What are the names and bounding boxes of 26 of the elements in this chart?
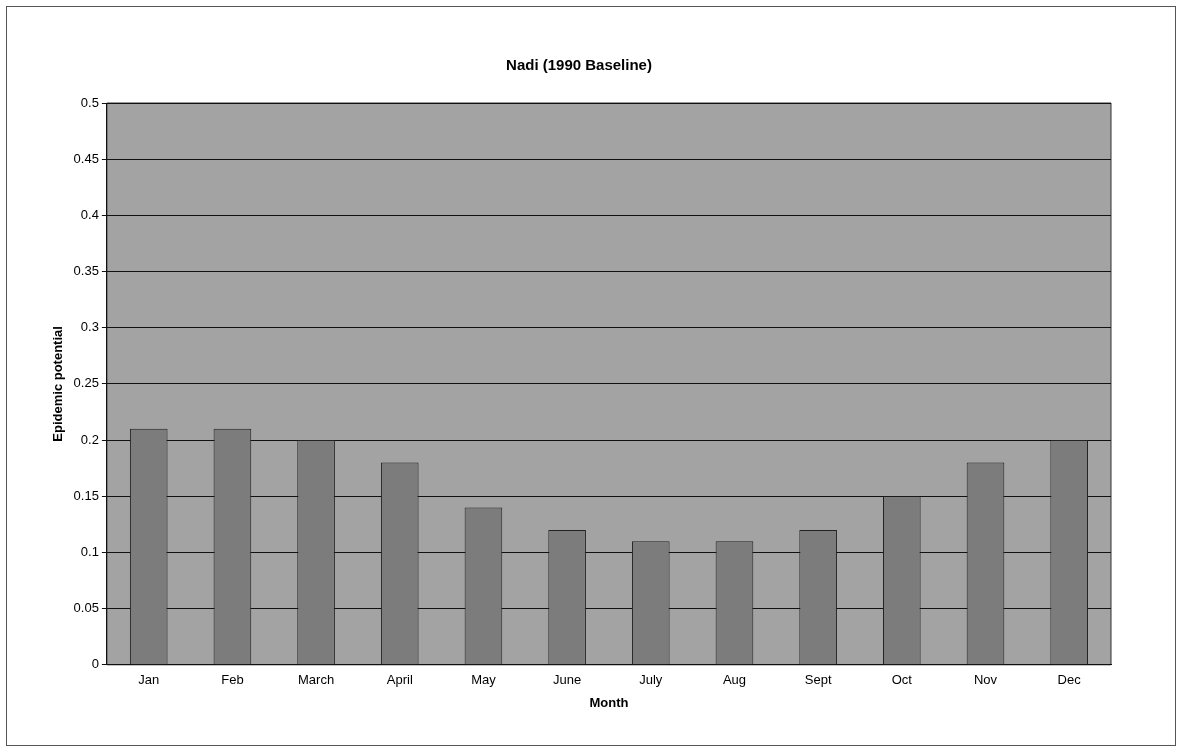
y-tick-label: 0.1 xyxy=(80,544,99,560)
y-tick-label: 0.35 xyxy=(73,263,99,279)
x-tick-label: May xyxy=(471,672,497,688)
x-tick-label: Nov xyxy=(973,672,998,688)
x-tick-label: Dec xyxy=(1057,672,1082,688)
x-tick-label: Jan xyxy=(138,672,160,688)
x-tick-label: April xyxy=(386,672,413,688)
x-axis-title: Month xyxy=(589,694,629,710)
y-tick-label: 0.4 xyxy=(80,206,99,222)
y-axis-title: Epidemic potential xyxy=(50,326,66,442)
x-tick-label: Feb xyxy=(221,672,244,688)
x-tick-label: July xyxy=(639,672,663,688)
y-tick-label: 0.45 xyxy=(73,150,99,166)
chart-title: Nadi (1990 Baseline) xyxy=(506,56,652,74)
y-tick-label: 0.2 xyxy=(80,431,99,447)
y-tick-label: 0.05 xyxy=(73,600,99,616)
y-tick-label: 0.5 xyxy=(80,94,99,110)
y-tick-label: 0.15 xyxy=(73,487,99,503)
x-tick-label: June xyxy=(553,672,582,688)
y-tick-label: 0.25 xyxy=(73,375,99,391)
y-tick-label: 0 xyxy=(91,656,99,672)
x-tick-label: Aug xyxy=(722,672,747,688)
x-tick-label: Oct xyxy=(891,672,913,688)
y-tick-label: 0.3 xyxy=(80,319,99,335)
x-tick-label: March xyxy=(298,672,335,688)
x-tick-label: Sept xyxy=(804,672,832,688)
